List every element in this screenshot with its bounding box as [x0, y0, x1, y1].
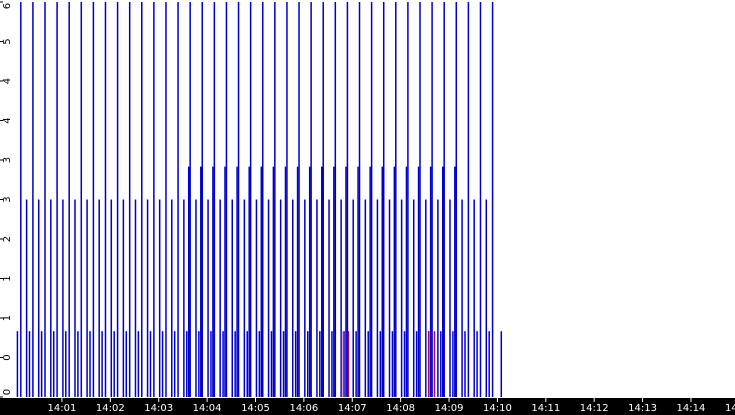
- x-tick-label: 14:07: [338, 403, 367, 414]
- y-tick-label: 3: [2, 196, 13, 202]
- y-tick-label: 0: [2, 354, 13, 360]
- x-axis-band: [0, 398, 735, 415]
- y-tick-label: 5: [2, 38, 13, 44]
- x-tick-label: 14:06: [289, 403, 318, 414]
- x-tick-label: 14:09: [435, 403, 464, 414]
- x-tick-label: 14:05: [241, 403, 270, 414]
- y-tick-label: 3: [2, 157, 13, 163]
- y-tick-label: 1: [2, 275, 13, 281]
- x-tick-label: 14:02: [96, 403, 125, 414]
- x-tick-label: 14:08: [386, 403, 415, 414]
- x-tick-label: 14:01: [48, 403, 77, 414]
- x-tick-label: 14:15: [725, 403, 735, 414]
- x-tick-label: 14:13: [628, 403, 657, 414]
- x-tick-label: 14:14: [677, 403, 706, 414]
- x-tick-label: 14:11: [531, 403, 560, 414]
- y-tick-label: 6: [2, 3, 13, 9]
- x-tick-label: 14:03: [144, 403, 173, 414]
- x-tick-label: 14:10: [483, 403, 512, 414]
- x-tick-label: 14:12: [580, 403, 609, 414]
- y-tick-label: 0: [2, 389, 13, 395]
- x-tick-label: 14:04: [193, 403, 222, 414]
- y-tick-label: 2: [2, 236, 13, 242]
- y-tick-label: 1: [2, 315, 13, 321]
- y-tick-label: 4: [2, 117, 13, 123]
- y-tick-label: 4: [2, 78, 13, 84]
